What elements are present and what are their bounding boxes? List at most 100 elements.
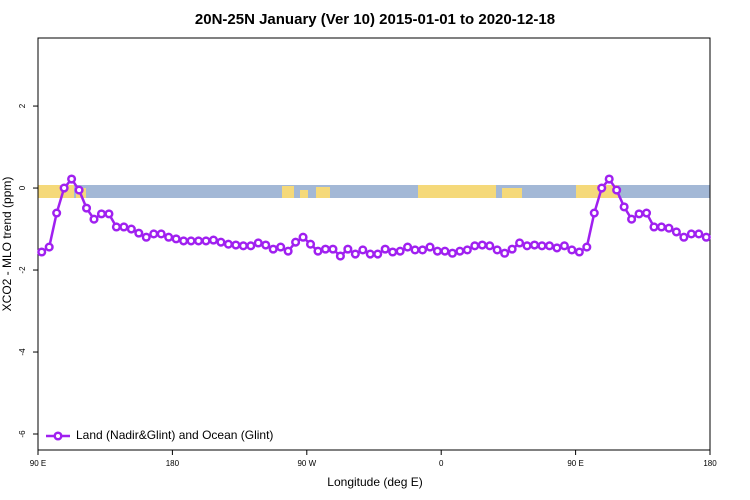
- data-point: [694, 229, 704, 239]
- data-point: [470, 241, 480, 251]
- legend-marker: [53, 431, 63, 441]
- data-point: [268, 244, 278, 254]
- data-point: [365, 249, 375, 259]
- data-point: [500, 248, 510, 258]
- data-point: [111, 222, 121, 232]
- data-point: [597, 183, 607, 193]
- data-point: [231, 240, 241, 250]
- data-point: [283, 246, 293, 256]
- data-point: [544, 241, 555, 251]
- data-point: [671, 227, 681, 237]
- data-point: [395, 246, 405, 256]
- data-point: [328, 244, 338, 254]
- data-point: [186, 236, 196, 246]
- y-tick-label: -4: [18, 348, 27, 356]
- data-point: [179, 236, 189, 246]
- data-point: [67, 174, 77, 184]
- data-point: [298, 232, 308, 242]
- data-point: [149, 229, 159, 239]
- data-point: [216, 237, 226, 247]
- data-point: [291, 237, 301, 247]
- y-tick-label: 0: [18, 185, 27, 190]
- data-point: [358, 245, 368, 255]
- data-point: [193, 236, 204, 246]
- chart-title: 20N-25N January (Ver 10) 2015-01-01 to 2…: [195, 11, 555, 28]
- data-point: [246, 241, 256, 251]
- data-point: [313, 246, 323, 256]
- data-point: [388, 247, 398, 257]
- data-point: [417, 245, 428, 255]
- data-point: [171, 234, 181, 244]
- data-point: [335, 251, 345, 261]
- data-point: [201, 236, 211, 246]
- data-point: [261, 240, 271, 250]
- data-point: [52, 208, 62, 218]
- data-point: [641, 208, 652, 218]
- data-point: [649, 222, 659, 232]
- x-axis-label: Longitude (deg E): [327, 475, 422, 489]
- data-point: [589, 208, 599, 218]
- data-point: [403, 242, 413, 252]
- y-tick-label: 2: [18, 103, 27, 108]
- data-point: [477, 240, 487, 250]
- data-point: [59, 183, 69, 193]
- data-point: [664, 223, 674, 233]
- data-point: [447, 248, 457, 258]
- data-point: [89, 214, 99, 224]
- data-point: [119, 222, 129, 232]
- data-point: [238, 241, 248, 251]
- data-point: [126, 224, 136, 234]
- y-axis-label: XCO2 - MLO trend (ppm): [0, 177, 14, 312]
- data-point: [515, 238, 525, 248]
- data-point: [559, 241, 569, 251]
- data-point: [156, 229, 166, 239]
- data-point: [380, 244, 390, 254]
- data-point: [455, 246, 465, 256]
- data-point: [164, 232, 174, 242]
- data-point: [627, 214, 637, 224]
- data-point: [276, 242, 286, 252]
- x-tick-label: 180: [703, 459, 717, 468]
- x-tick-label: 90 E: [30, 459, 46, 468]
- data-point: [492, 245, 502, 255]
- data-point: [462, 245, 472, 255]
- data-point: [686, 229, 696, 239]
- x-tick-label: 0: [439, 459, 444, 468]
- data-point: [582, 242, 592, 252]
- data-point: [208, 235, 219, 245]
- data-point: [679, 232, 689, 242]
- data-point: [373, 249, 383, 259]
- data-point: [74, 185, 84, 195]
- data-point: [485, 241, 495, 251]
- data-point: [343, 244, 353, 254]
- data-point: [634, 209, 644, 219]
- data-point: [432, 246, 443, 256]
- data-point: [410, 245, 420, 255]
- x-tick-label: 90 W: [297, 459, 316, 468]
- data-point: [604, 174, 614, 184]
- data-point: [656, 222, 667, 232]
- data-point: [619, 202, 629, 212]
- data-point: [350, 249, 360, 259]
- data-point: [44, 242, 54, 252]
- data-point: [141, 232, 151, 242]
- data-point: [425, 242, 435, 252]
- data-point: [507, 244, 517, 254]
- data-point: [529, 240, 540, 250]
- data-point: [253, 238, 263, 248]
- x-tick-label: 90 E: [567, 459, 583, 468]
- data-point: [552, 243, 562, 253]
- y-tick-label: -6: [18, 430, 27, 438]
- data-point: [567, 245, 577, 255]
- data-point: [522, 241, 532, 251]
- data-point: [37, 247, 47, 257]
- data-point: [223, 239, 233, 249]
- data-point: [574, 247, 584, 257]
- data-point: [440, 246, 450, 256]
- y-tick-label: -2: [18, 266, 27, 274]
- x-tick-label: 180: [166, 459, 180, 468]
- data-point: [320, 244, 331, 254]
- map-strip: [38, 185, 710, 198]
- data-point: [305, 239, 316, 249]
